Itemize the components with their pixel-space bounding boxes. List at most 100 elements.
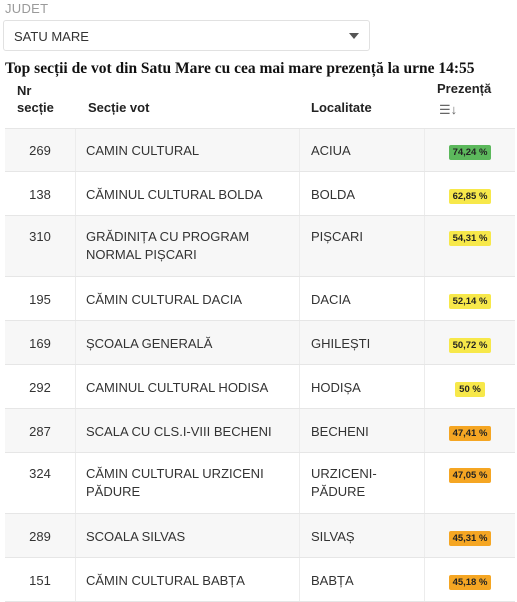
row-localitate: SILVAȘ [311,529,355,544]
row-prezenta: 45,31 % [425,529,515,546]
column-divider [75,172,76,215]
column-divider [299,514,300,557]
turnout-badge: 74,24 % [448,145,492,160]
column-divider [75,277,76,320]
row-sectie: GRĂDINIȚA CU PROGRAM NORMAL PIȘCARI [86,229,250,262]
table-row[interactable]: 310 GRĂDINIȚA CU PROGRAM NORMAL PIȘCARI PI… [5,216,515,277]
column-divider [424,216,425,276]
turnout-badge: 47,05 % [448,468,492,483]
row-prezenta: 62,85 % [425,187,515,204]
chevron-down-icon[interactable] [349,33,359,39]
header-prezenta[interactable]: Prezență [437,81,492,96]
column-divider [424,321,425,364]
column-divider [299,129,300,171]
column-divider [75,365,76,408]
row-localitate: BOLDA [311,187,356,202]
turnout-badge: 45,31 % [448,531,492,546]
row-prezenta: 47,41 % [425,424,515,441]
row-sectie: SCALA CU CLS.I-VIII BECHENI [86,424,272,439]
row-prezenta: 50,72 % [425,336,515,353]
row-sectie: ȘCOALA GENERALĂ [86,336,213,351]
column-divider [75,409,76,452]
county-select[interactable]: SATU MARE [3,20,370,51]
row-prezenta: 52,14 % [425,292,515,309]
row-sectie: CĂMIN CULTURAL DACIA [86,292,243,307]
row-sectie: CAMIN CULTURAL [86,143,200,158]
table-row[interactable]: 195 CĂMIN CULTURAL DACIA DACIA 52,14 % [5,277,515,321]
table-row[interactable]: 287 SCALA CU CLS.I-VIII BECHENI BECHENI 47,… [5,409,515,453]
sort-desc-icon[interactable]: ☰↓ [439,102,458,117]
turnout-badge: 50,72 % [448,338,492,353]
row-nr: 138 [29,187,51,202]
turnout-badge: 47,41 % [448,426,492,441]
row-localitate: URZICENI-PĂDURE [311,466,377,499]
column-divider [299,365,300,408]
table-row[interactable]: 289 SCOALA SILVAS SILVAȘ 45,31 % [5,514,515,558]
row-localitate: HODIȘA [311,380,361,395]
column-divider [424,172,425,215]
column-divider [299,409,300,452]
column-divider [75,129,76,171]
column-divider [424,409,425,452]
column-divider [424,453,425,513]
row-localitate: ACIUA [311,143,351,158]
turnout-badge: 50 % [455,382,485,397]
header-nr-line1: Nr [17,83,32,98]
row-localitate: BABȚA [311,573,354,588]
turnout-badge: 62,85 % [448,189,492,204]
header-nr[interactable]: Nr secție [17,82,67,116]
header-sectie[interactable]: Secție vot [88,100,150,115]
row-prezenta: 45,18 % [425,573,515,590]
column-divider [299,321,300,364]
table-row[interactable]: 138 CĂMINUL CULTURAL BOLDA BOLDA 62,85 % [5,172,515,216]
column-divider [75,514,76,557]
table-row[interactable]: 169 ȘCOALA GENERALĂ GHILEȘTI 50,72 % [5,321,515,365]
row-nr: 287 [29,424,51,439]
turnout-badge: 54,31 % [448,231,492,246]
row-sectie: CĂMIN CULTURAL URZICENI PĂDURE [86,466,264,499]
row-prezenta: 74,24 % [425,143,515,160]
column-divider [424,558,425,601]
county-filter-label: JUDET [5,1,49,16]
row-nr: 169 [29,336,51,351]
row-prezenta: 50 % [425,380,515,397]
row-prezenta: 54,31 % [425,229,515,246]
turnout-badge: 52,14 % [448,294,492,309]
row-nr: 324 [29,466,51,481]
table-row[interactable]: 324 CĂMIN CULTURAL URZICENI PĂDURE URZICEN… [5,453,515,514]
table-row[interactable]: 269 CAMIN CULTURAL ACIUA 74,24 % [5,129,515,172]
turnout-badge: 45,18 % [448,575,492,590]
column-divider [75,558,76,601]
row-sectie: CĂMINUL CULTURAL BOLDA [86,187,263,202]
table-row[interactable]: 292 CAMINUL CULTURAL HODISA HODIȘA 50 % [5,365,515,409]
column-divider [299,216,300,276]
row-nr: 195 [29,292,51,307]
column-divider [299,277,300,320]
results-table: Nr secție Secție vot Localitate Prezență… [5,80,515,602]
row-sectie: SCOALA SILVAS [86,529,186,544]
column-divider [424,365,425,408]
column-divider [424,277,425,320]
row-nr: 292 [29,380,51,395]
table-row[interactable]: 151 CĂMIN CULTURAL BABȚA BABȚA 45,18 % [5,558,515,602]
row-prezenta: 47,05 % [425,466,515,483]
county-select-value: SATU MARE [14,29,89,44]
row-localitate: GHILEȘTI [311,336,371,351]
column-divider [75,453,76,513]
header-nr-line2: secție [17,100,54,115]
row-localitate: PIȘCARI [311,229,364,244]
row-localitate: DACIA [311,292,351,307]
page-title: Top secții de vot din Satu Mare cu cea m… [5,60,475,77]
row-nr: 289 [29,529,51,544]
header-localitate[interactable]: Localitate [311,100,372,115]
table-header: Nr secție Secție vot Localitate Prezență… [5,80,515,129]
column-divider [75,216,76,276]
row-sectie: CAMINUL CULTURAL HODISA [86,380,269,395]
row-nr: 269 [29,143,51,158]
column-divider [299,558,300,601]
row-localitate: BECHENI [311,424,369,439]
column-divider [299,453,300,513]
column-divider [424,129,425,171]
column-divider [299,172,300,215]
column-divider [424,514,425,557]
